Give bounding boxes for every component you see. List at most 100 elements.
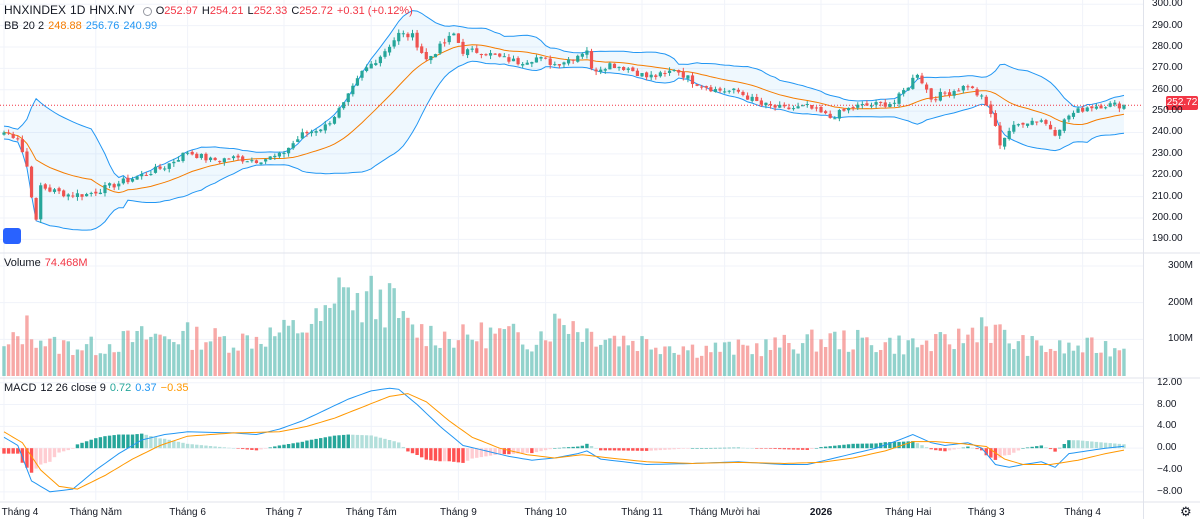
- candle: [663, 73, 667, 75]
- macd-histogram-bar: [1108, 443, 1112, 449]
- candle: [484, 54, 488, 56]
- volume-bar: [860, 337, 865, 376]
- macd-histogram-bar: [465, 448, 470, 461]
- volume-bar: [167, 339, 171, 376]
- candle: [732, 88, 736, 91]
- volume-bar: [406, 317, 410, 376]
- volume-bar: [989, 342, 993, 376]
- macd-histogram-bar: [98, 437, 103, 449]
- bb-basis-value: 248.88: [48, 20, 82, 32]
- symbol-name[interactable]: HNXINDEX: [4, 3, 67, 17]
- volume-bar: [1021, 335, 1025, 376]
- volume-bar: [603, 339, 607, 376]
- volume-bar: [98, 353, 103, 376]
- volume-bar: [833, 331, 837, 376]
- candle: [438, 43, 442, 54]
- candle: [227, 158, 231, 160]
- volume-bar: [924, 340, 929, 376]
- tradingview-logo-icon[interactable]: [3, 228, 21, 244]
- candle: [883, 102, 887, 107]
- volume-bar: [236, 350, 240, 376]
- volume-bar: [511, 323, 516, 376]
- volume-bar: [410, 324, 415, 376]
- volume-bar: [869, 345, 874, 376]
- candle: [947, 92, 952, 96]
- candle: [222, 158, 226, 163]
- candle: [112, 184, 116, 188]
- candle: [186, 152, 190, 154]
- gear-icon[interactable]: ⚙: [1180, 504, 1192, 519]
- candle: [199, 153, 203, 158]
- candle: [204, 153, 208, 161]
- candle: [300, 132, 304, 139]
- volume-bar: [943, 334, 947, 376]
- macd-histogram-bar: [805, 448, 809, 450]
- volume-bar: [566, 333, 571, 376]
- volume-bar: [553, 313, 557, 376]
- volume-bar: [631, 340, 635, 376]
- volume-bar: [140, 326, 144, 376]
- candle: [406, 33, 410, 38]
- candle: [612, 63, 617, 68]
- volume-bar: [764, 339, 768, 376]
- volume-bar: [883, 342, 887, 376]
- candle: [507, 57, 511, 62]
- candle: [888, 103, 892, 108]
- macd-histogram-bar: [713, 447, 718, 449]
- candle: [328, 123, 332, 125]
- interval[interactable]: 1D: [70, 3, 86, 17]
- candle: [39, 185, 43, 220]
- candle: [589, 50, 594, 69]
- candle: [502, 56, 506, 58]
- macd-histogram-bar: [153, 437, 158, 449]
- macd-legend[interactable]: MACD 12 26 close 9 0.72 0.37 −0.35: [4, 382, 193, 394]
- candle: [493, 53, 497, 55]
- volume-legend[interactable]: Volume 74.468M: [4, 257, 92, 269]
- macd-histogram-bar: [520, 448, 525, 454]
- volume-bar: [576, 332, 580, 376]
- price-tick-label: 200.00: [1152, 211, 1183, 223]
- candle: [420, 46, 424, 53]
- candle: [970, 86, 975, 89]
- candle: [29, 166, 34, 198]
- volume-bar: [1048, 348, 1053, 376]
- macd-histogram-bar: [364, 435, 369, 449]
- candle: [443, 42, 447, 44]
- volume-bar: [1071, 350, 1076, 376]
- macd-histogram-bar: [819, 447, 823, 449]
- candle: [869, 105, 874, 107]
- macd-histogram-bar: [57, 448, 61, 453]
- macd-histogram-bar: [1016, 448, 1021, 451]
- candle: [130, 178, 135, 182]
- bb-legend[interactable]: BB 20 2 248.88 256.76 240.99: [4, 20, 161, 32]
- macd-histogram-bar: [1094, 441, 1099, 449]
- macd-histogram-bar: [764, 448, 768, 449]
- volume-bar: [401, 311, 406, 376]
- macd-histogram-bar: [1021, 448, 1025, 449]
- volume-bar: [970, 327, 975, 376]
- candle: [952, 91, 956, 96]
- volume-bar: [640, 336, 644, 376]
- close-value: 252.72: [299, 5, 333, 17]
- candle: [57, 188, 61, 192]
- macd-histogram-bar: [1085, 441, 1089, 449]
- volume-bar: [84, 344, 89, 376]
- macd-histogram-bar: [833, 445, 837, 449]
- macd-histogram-bar: [1002, 448, 1007, 456]
- volume-bar: [961, 343, 966, 376]
- macd-histogram-bar: [360, 435, 364, 449]
- price-tick-label: 240.00: [1152, 126, 1183, 138]
- macd-histogram-bar: [640, 448, 644, 451]
- macd-histogram-bar: [341, 434, 346, 449]
- volume-bar: [351, 310, 355, 376]
- candle: [924, 84, 929, 90]
- candle: [764, 102, 768, 106]
- macd-histogram-bar: [277, 445, 282, 449]
- macd-histogram-bar: [135, 434, 139, 449]
- candle: [521, 64, 525, 66]
- macd-histogram-bar: [663, 448, 667, 450]
- volume-bar: [452, 347, 456, 376]
- volume-bar: [741, 344, 745, 376]
- candle: [163, 168, 167, 170]
